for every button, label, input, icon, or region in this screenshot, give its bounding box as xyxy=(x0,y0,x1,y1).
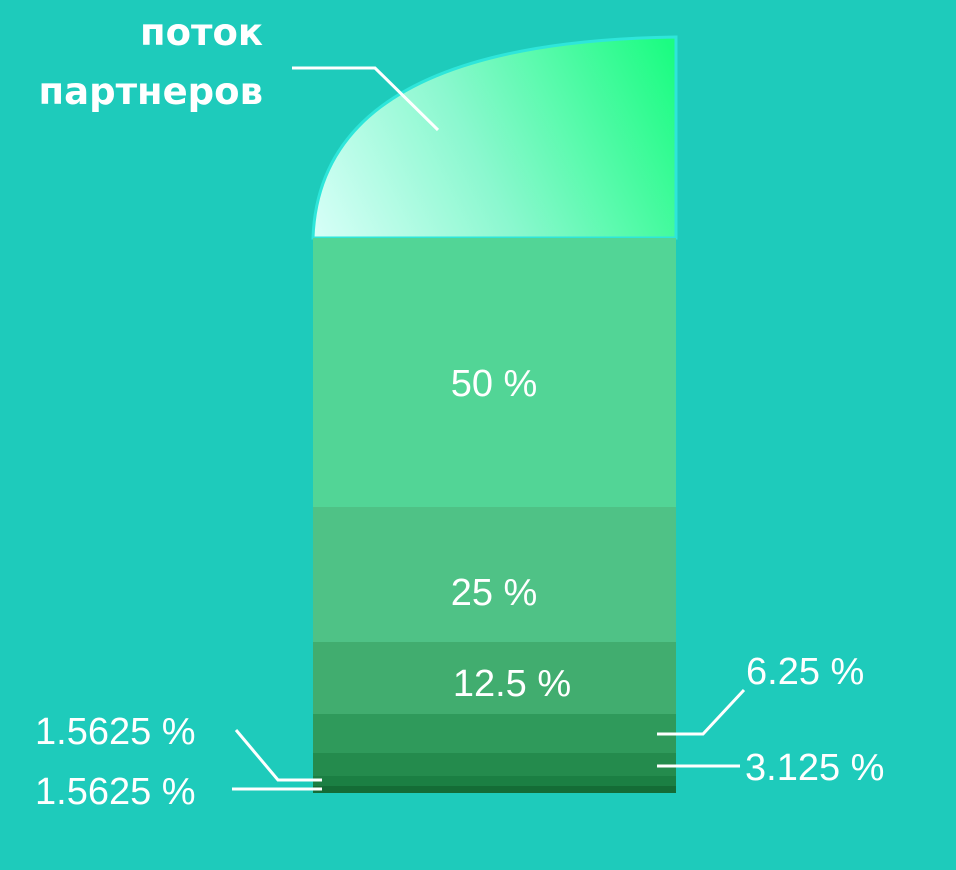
title-leader-line xyxy=(292,66,440,132)
segment-3-125 xyxy=(313,753,676,776)
title-line-2: партнеров xyxy=(39,70,263,113)
segment-1-5625-b xyxy=(313,786,676,793)
segment-50 xyxy=(313,238,676,507)
label-3-125: 3.125 % xyxy=(745,747,884,789)
label-12-5: 12.5 % xyxy=(453,663,571,705)
label-25: 25 % xyxy=(451,572,538,614)
inflow-cap xyxy=(311,35,678,240)
label-1-5625-b: 1.5625 % xyxy=(35,771,196,813)
title-line-1: поток xyxy=(140,11,263,54)
segment-12-5 xyxy=(313,642,676,714)
label-50: 50 % xyxy=(451,363,538,405)
segment-1-5625-a xyxy=(313,776,676,786)
segment-6-25 xyxy=(313,714,676,753)
label-1-5625-a: 1.5625 % xyxy=(35,711,196,753)
leader-line-1-5625-a xyxy=(234,729,322,782)
label-6-25: 6.25 % xyxy=(746,651,864,693)
segment-25 xyxy=(313,507,676,642)
leader-line-6-25 xyxy=(657,688,746,736)
